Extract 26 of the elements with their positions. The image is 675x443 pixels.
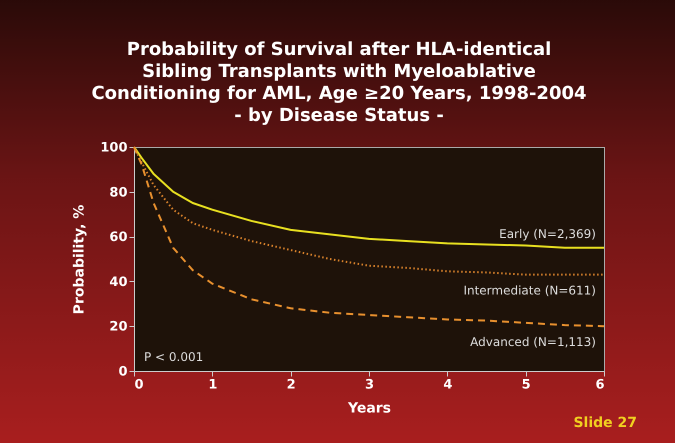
series-label: Advanced (N=1,113) — [470, 335, 596, 350]
text: Slide 27 — [573, 415, 637, 431]
text: - by Disease Status - — [234, 105, 444, 126]
line-series — [133, 146, 605, 249]
y-tick-label: 20 — [109, 320, 128, 335]
x-tick-label: 1 — [208, 378, 218, 392]
x-tick-label: 2 — [286, 378, 296, 392]
x-tick-label: 6 — [595, 378, 604, 392]
series-label: Intermediate (N=611) — [463, 284, 596, 298]
text: Sibling Transplants with Myeloablative — [142, 61, 536, 82]
x-tick-label: 4 — [443, 378, 452, 392]
y-tick-label: 40 — [109, 274, 128, 290]
text: Conditioning for AML, Age ≥20 Years, 1998-2004 — [91, 83, 587, 104]
y-tick-label: 100 — [100, 140, 128, 156]
y-tick-label: 0 — [118, 364, 128, 380]
text: Probability of Survival after HLA-identical — [126, 39, 552, 60]
series-label: Early (N=2,369) — [499, 226, 596, 241]
x-axis-title: Years — [346, 400, 392, 416]
y-axis-title: Probability, % — [71, 204, 88, 314]
y-tick-label: 80 — [109, 185, 128, 200]
x-tick-label: 0 — [134, 378, 144, 392]
annotation: P < 0.001 — [144, 350, 204, 364]
line-series — [133, 146, 605, 328]
x-tick-label: 3 — [364, 378, 374, 392]
x-tick-label: 5 — [522, 378, 531, 392]
y-tick-label: 60 — [109, 230, 128, 246]
